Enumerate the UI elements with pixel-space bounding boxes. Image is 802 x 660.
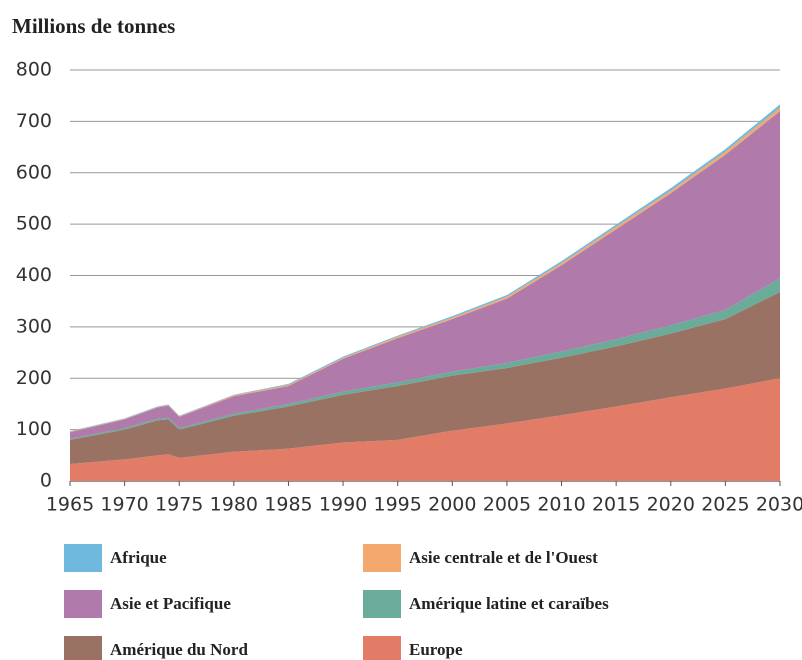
x-tick-label: 2005 bbox=[483, 494, 531, 516]
legend-label: Afrique bbox=[110, 548, 167, 567]
legend-label: Europe bbox=[409, 640, 463, 659]
legend-label: Asie et Pacifique bbox=[110, 594, 231, 613]
x-tick-label: 2025 bbox=[701, 494, 749, 516]
legend-swatch bbox=[64, 636, 102, 660]
x-tick-label: 2000 bbox=[428, 494, 476, 516]
areas bbox=[70, 104, 780, 481]
legend-swatch bbox=[363, 590, 401, 618]
x-tick-label: 1995 bbox=[374, 494, 422, 516]
x-tick-label: 1980 bbox=[210, 494, 258, 516]
x-tick-label: 1970 bbox=[100, 494, 148, 516]
area bbox=[70, 291, 780, 465]
legend-swatch bbox=[363, 544, 401, 572]
area bbox=[70, 278, 780, 440]
y-tick-label: 500 bbox=[16, 213, 52, 235]
x-tick-label: 1985 bbox=[264, 494, 312, 516]
area bbox=[70, 378, 780, 481]
y-tick-label: 600 bbox=[16, 161, 52, 183]
legend-swatch bbox=[64, 544, 102, 572]
x-tick-label: 1965 bbox=[46, 494, 94, 516]
y-tick-label: 300 bbox=[16, 315, 52, 337]
x-tick-label: 2020 bbox=[647, 494, 695, 516]
legend-swatch bbox=[363, 636, 401, 660]
y-tick-label: 700 bbox=[16, 110, 52, 132]
legend-swatch bbox=[64, 590, 102, 618]
y-tick-label: 100 bbox=[16, 418, 52, 440]
legend-label: Amérique du Nord bbox=[110, 640, 248, 659]
x-tick-label: 2015 bbox=[592, 494, 640, 516]
y-tick-label: 800 bbox=[16, 59, 52, 81]
x-tick-label: 2030 bbox=[756, 494, 802, 516]
y-tick-label: 0 bbox=[40, 470, 52, 492]
x-tick-label: 2010 bbox=[537, 494, 585, 516]
legend-label: Asie centrale et de l'Ouest bbox=[409, 548, 598, 567]
area bbox=[70, 111, 780, 439]
y-tick-label: 200 bbox=[16, 367, 52, 389]
x-tick-label: 1975 bbox=[155, 494, 203, 516]
chart-title: Millions de tonnes bbox=[12, 14, 175, 38]
y-tick-label: 400 bbox=[16, 264, 52, 286]
x-tick-label: 1990 bbox=[319, 494, 367, 516]
legend-label: Amérique latine et caraïbes bbox=[409, 594, 609, 613]
